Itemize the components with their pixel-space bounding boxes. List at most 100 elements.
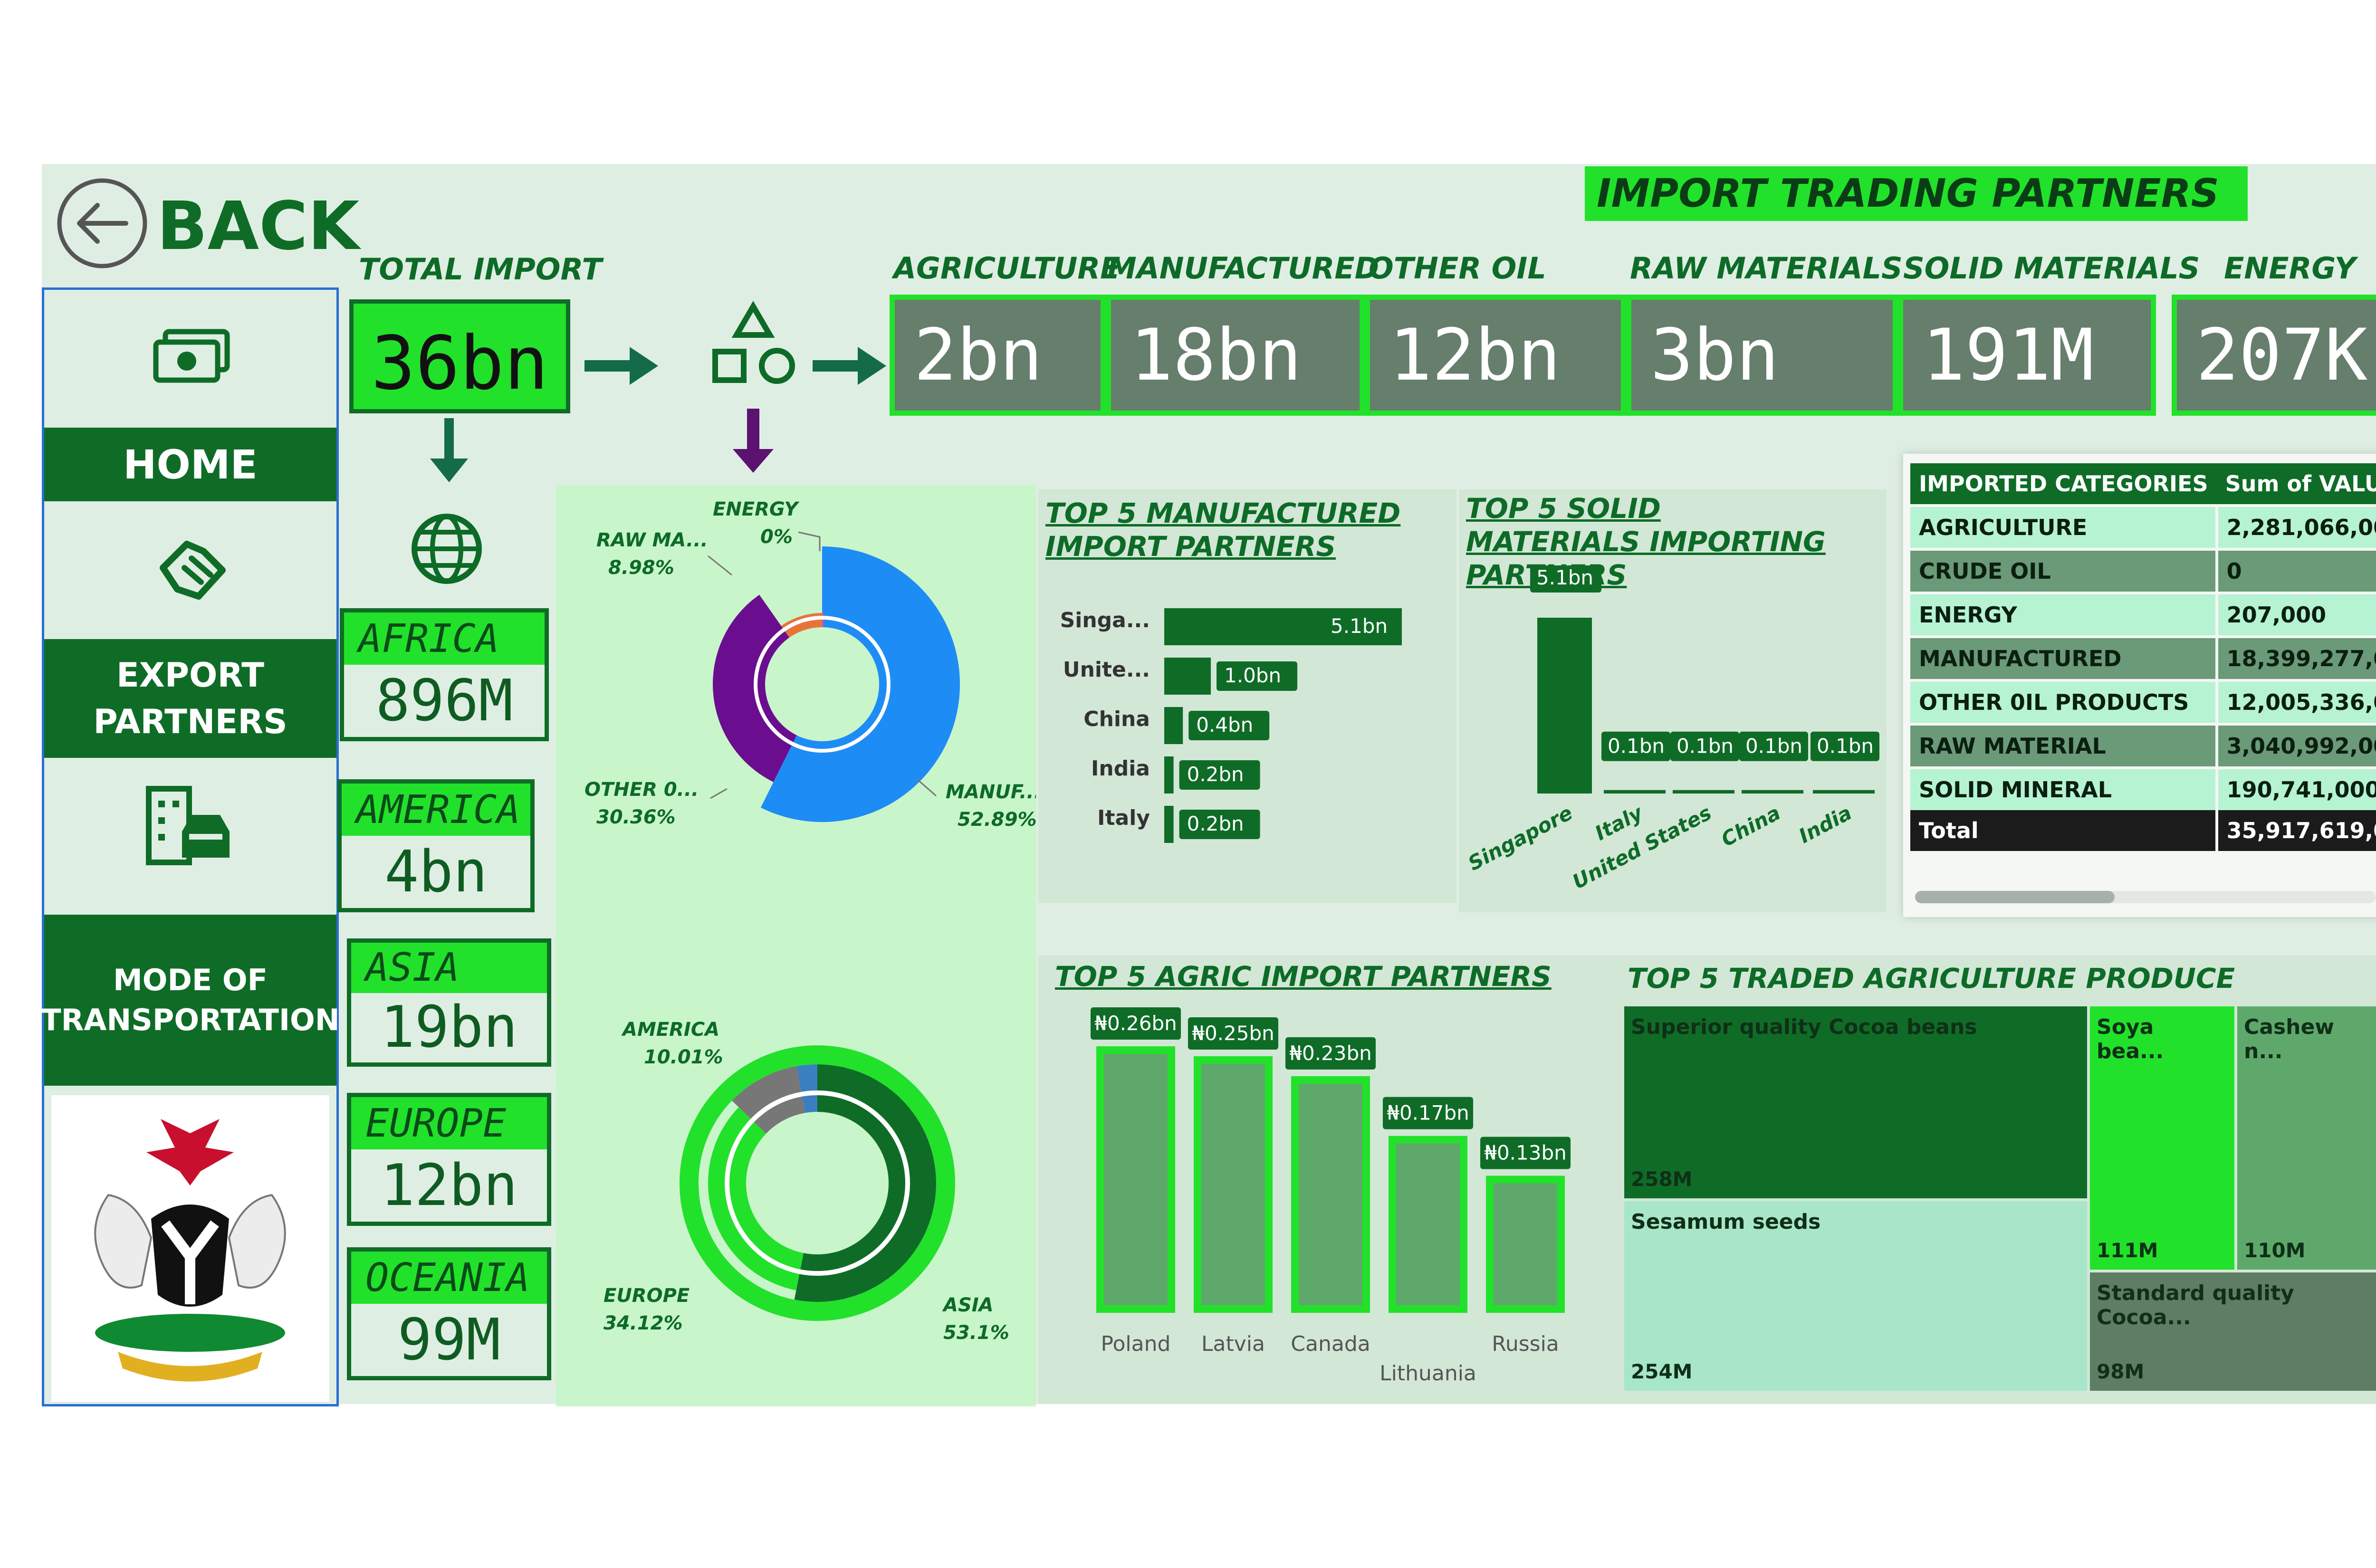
bar-data-label: 0.2bn: [1187, 812, 1244, 835]
back-label[interactable]: BACK: [157, 188, 360, 265]
donut-ring: [725, 1090, 910, 1276]
donut-category-label: ASIA: [942, 1294, 994, 1316]
table-cell: OTHER 0IL PRODUCTS: [1910, 679, 2217, 724]
bar: [1813, 790, 1875, 794]
table-scrollbar-thumb[interactable]: [1915, 891, 2115, 903]
bar-data-label-bg: [1188, 1017, 1278, 1050]
bar-data-label-bg: [1530, 565, 1601, 593]
bar-data-label-bg: [1811, 731, 1879, 761]
table-cell: AGRICULTURE: [1910, 504, 2217, 549]
money-icon: [153, 329, 230, 383]
bar: [1537, 618, 1592, 794]
table-row[interactable]: ENERGY 207,000: [1910, 592, 2376, 637]
region-kpi-value: 19bn: [351, 993, 547, 1062]
export-partners-nav-button[interactable]: EXPORT PARTNERS: [44, 639, 336, 758]
treemap-cell[interactable]: Cashew n... 110M: [2236, 1005, 2376, 1271]
mode-of-transportation-nav-button[interactable]: MODE OF TRANSPORTATION: [41, 915, 340, 1086]
manufactured-partners-title: TOP 5 MANUFACTURED IMPORT PARTNERS: [1045, 497, 1401, 563]
treemap-cell[interactable]: Standard quality Cocoa... 98M: [2089, 1271, 2376, 1392]
shapes-icon: [712, 301, 795, 384]
bar: [1164, 707, 1183, 744]
table-header[interactable]: Sum of VALUE: [2225, 471, 2376, 497]
donut-slice: [760, 546, 960, 822]
arrow-right-icon: [584, 347, 658, 385]
bar-data-label-bg: [1285, 1037, 1376, 1070]
table-header[interactable]: IMPORTED CATEGORIES: [1919, 471, 2208, 497]
manufactured-partners-bar-chart: Singa... 5.1bn Unite... 1.0bn China 0.4bn Indi…: [1060, 608, 1402, 843]
arrow-down-icon: [733, 409, 774, 473]
treemap-cell-value: 110M: [2244, 1239, 2306, 1262]
bar: [1604, 790, 1666, 794]
bar-data-label-bg: [1601, 731, 1670, 761]
donut-leader-line: [708, 555, 732, 576]
globe-icon: [412, 514, 482, 584]
table-row[interactable]: CRUDE OIL 0: [1910, 548, 2376, 593]
table-cell: RAW MATERIAL: [1910, 723, 2217, 768]
donut-category-label: RAW MA...: [596, 529, 708, 551]
bar-data-label: 0.1bn: [1745, 735, 1802, 758]
sidebar: HOME EXPORT PARTNERS MODE OF TRANSPORTAT…: [41, 287, 340, 1406]
treemap-cell[interactable]: Soya bea... 111M: [2089, 1005, 2236, 1271]
bar: [1164, 608, 1402, 645]
agric-partners-title: TOP 5 AGRIC IMPORT PARTNERS: [1055, 960, 1552, 993]
category-kpi-label: SOLID MATERIALS: [1903, 251, 2200, 286]
bar-data-label: 1.0bn: [1224, 664, 1281, 687]
region-kpi-card[interactable]: AMERICA 4bn: [337, 779, 535, 912]
region-kpi-card[interactable]: OCEANIA 99M: [347, 1247, 551, 1380]
bar-category-label: Latvia: [1201, 1332, 1265, 1356]
agric-produce-treemap: Superior quality Cocoa beans 258M Sesamum …: [1623, 1005, 2376, 1392]
bar-data-label-bg: [1179, 760, 1260, 790]
home-nav-button[interactable]: HOME: [44, 428, 336, 501]
back-button[interactable]: [55, 176, 150, 271]
bar-data-label-bg: [1188, 711, 1270, 740]
solid-materials-partners-card: [1459, 489, 1887, 912]
donut-category-label: OTHER 0...: [584, 779, 699, 801]
bar: [1164, 658, 1211, 695]
bar-data-label: 5.1bn: [1331, 614, 1388, 638]
treemap-cell[interactable]: Superior quality Cocoa beans 258M: [1623, 1005, 2089, 1200]
bar-category-label: Canada: [1291, 1332, 1370, 1356]
region-kpi-value: 99M: [351, 1304, 547, 1376]
treemap-cell-value: 98M: [2097, 1360, 2145, 1383]
region-kpi-label: AFRICA: [344, 612, 545, 665]
coat-of-arms-image: [51, 1095, 329, 1402]
table-scrollbar-track[interactable]: [1915, 891, 2376, 903]
region-kpi-card[interactable]: AFRICA 896M: [340, 608, 549, 741]
donut-value-label: 34.12%: [604, 1312, 683, 1334]
table-cell: CRUDE OIL: [1910, 548, 2217, 593]
bar-data-label: 5.1bn: [1536, 566, 1593, 589]
bar-category-label: China: [1717, 801, 1784, 851]
bar: [1096, 1046, 1175, 1313]
donut-value-label: 53.1%: [943, 1322, 1009, 1344]
bar-data-label: ₦0.23bn: [1289, 1042, 1372, 1065]
bar-data-label: 0.1bn: [1677, 735, 1734, 758]
table-cell: 0: [2215, 548, 2376, 593]
region-kpi-card[interactable]: ASIA 19bn: [347, 938, 551, 1067]
table-row[interactable]: SOLID MINERAL 190,741,000: [1910, 766, 2376, 810]
donut-leader-line: [917, 778, 937, 797]
donut-slice: [794, 1064, 936, 1302]
table-cell: 190,741,000: [2215, 766, 2376, 810]
bar-data-label-bg: [1091, 1007, 1181, 1040]
donut-outer-ring: [680, 1045, 955, 1321]
bar-category-label: Italy: [1097, 806, 1150, 830]
table-cell: SOLID MINERAL: [1910, 766, 2217, 810]
bar-category-label: Singa...: [1060, 608, 1150, 632]
category-share-donut-chart: MANUF... 52.89% OTHER 0... 30.36% RAW MA... 8…: [584, 498, 1036, 831]
donut-category-label: MANUF...: [946, 781, 1036, 803]
treemap-cell[interactable]: Sesamum seeds 254M: [1623, 1200, 2089, 1392]
donut-category-label: EUROPE: [604, 1285, 690, 1307]
bar: [1673, 790, 1734, 794]
bar-category-label: India: [1091, 756, 1150, 781]
handshake-icon: [160, 541, 226, 600]
page-title: IMPORT TRADING PARTNERS: [1597, 171, 2219, 216]
donut-leader-line: [710, 788, 728, 799]
table-total-cell: 35,917,619,000: [2215, 810, 2376, 851]
bar-category-label: Unite...: [1063, 658, 1150, 682]
region-kpi-card[interactable]: EUROPE 12bn: [347, 1093, 551, 1226]
region-kpi-label: EUROPE: [351, 1097, 547, 1150]
